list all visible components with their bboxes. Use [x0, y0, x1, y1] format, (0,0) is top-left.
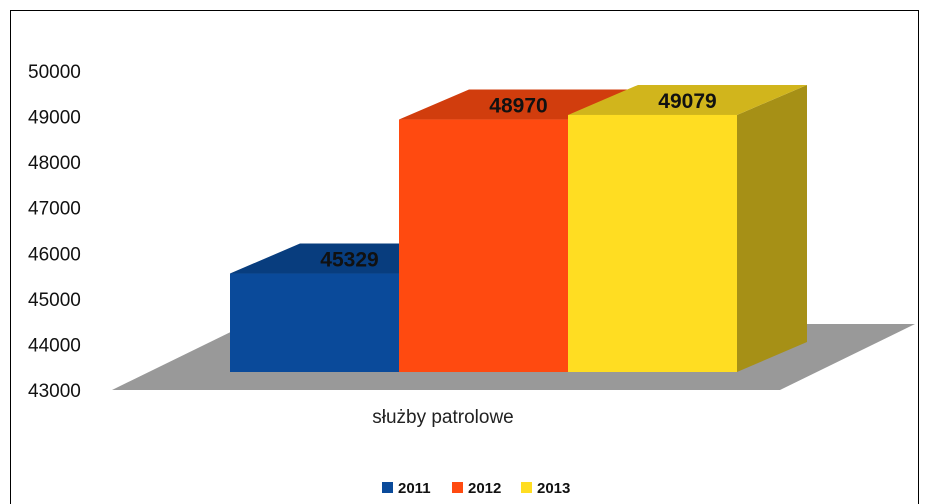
y-tick-label: 44000: [28, 335, 81, 356]
x-category-label: służby patrolowe: [372, 407, 514, 428]
y-tick-label: 48000: [28, 153, 81, 174]
y-tick-label: 46000: [28, 244, 81, 265]
legend-swatch: [382, 482, 393, 493]
bar-2013: [568, 84, 807, 373]
legend-swatch: [452, 482, 463, 493]
bar-side: [737, 84, 807, 373]
y-tick-label: 45000: [28, 290, 81, 311]
y-tick-label: 47000: [28, 199, 81, 220]
legend-label: 2013: [537, 480, 570, 497]
chart-frame: [10, 10, 919, 504]
bar-front: [230, 273, 399, 372]
legend-item-2013: 2013: [521, 480, 570, 497]
legend-label: 2011: [398, 480, 431, 497]
data-label-2013: 49079: [658, 90, 716, 113]
legend-item-2012: 2012: [452, 480, 501, 497]
bar-front: [568, 114, 737, 373]
data-label-2012: 48970: [489, 95, 547, 118]
data-label-2011: 45329: [320, 249, 378, 272]
y-tick-label: 50000: [28, 62, 81, 83]
legend-item-2011: 2011: [382, 480, 431, 497]
bar-front: [399, 119, 568, 372]
legend-swatch: [521, 482, 532, 493]
bar-top: [568, 84, 807, 115]
y-tick-label: 43000: [28, 381, 81, 402]
legend-label: 2012: [468, 480, 501, 497]
y-tick-label: 49000: [28, 108, 81, 129]
